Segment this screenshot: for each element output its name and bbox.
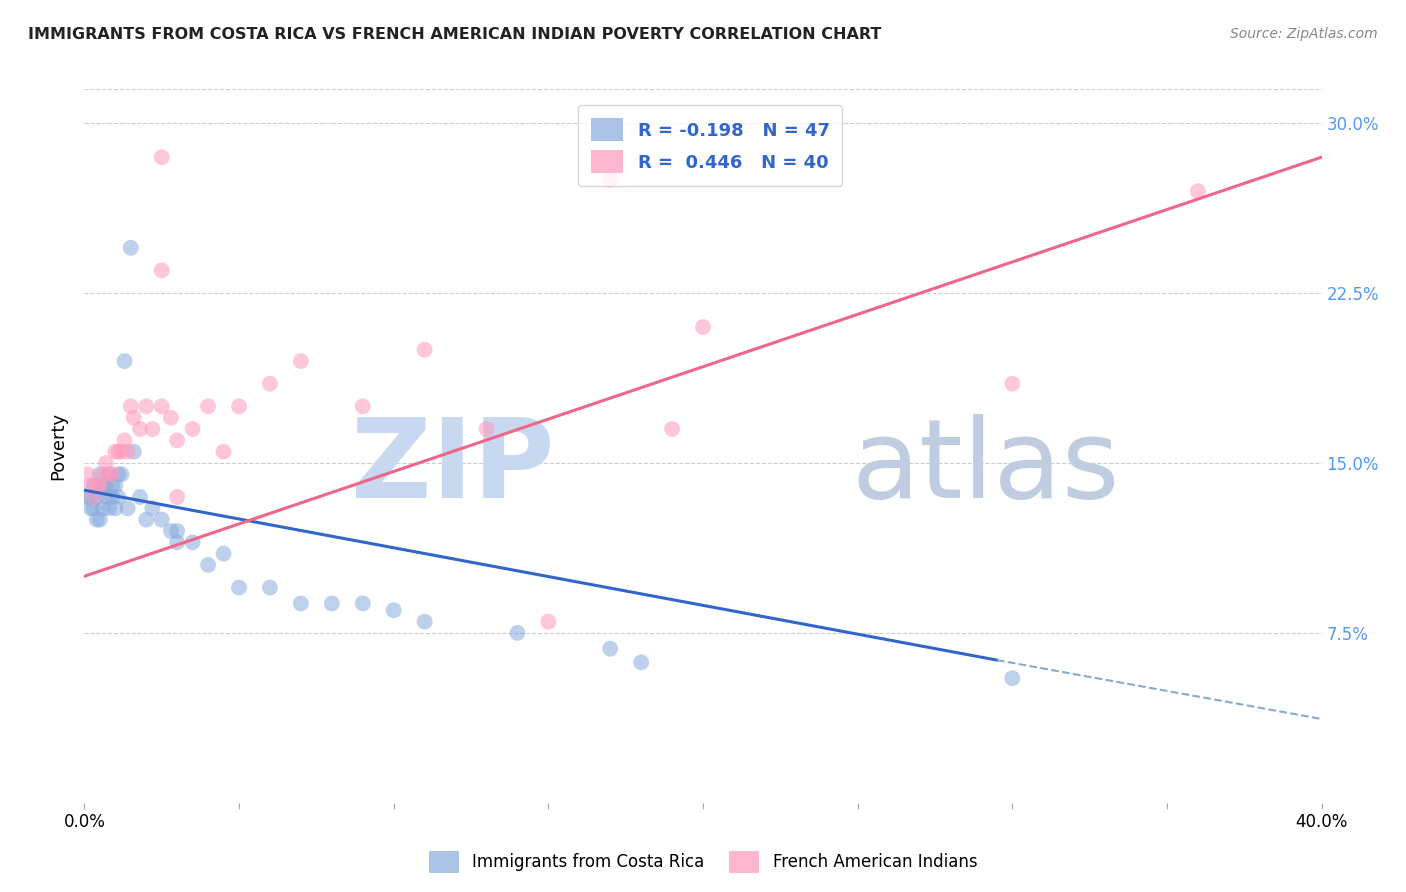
Point: [1001, 671, 1024, 685]
Point: [79, 501, 101, 516]
Point: [89, 478, 111, 492]
Text: Source: ZipAtlas.com: Source: ZipAtlas.com: [1230, 27, 1378, 41]
Point: [101, 467, 124, 482]
Point: [630, 656, 652, 670]
Point: [114, 434, 136, 448]
Point: [86, 513, 108, 527]
Point: [537, 615, 560, 629]
Point: [104, 444, 127, 458]
Text: ZIP: ZIP: [352, 414, 554, 521]
Point: [181, 422, 204, 436]
Point: [110, 444, 132, 458]
Point: [228, 581, 250, 595]
Point: [166, 524, 188, 538]
Point: [101, 478, 124, 492]
Point: [89, 467, 111, 482]
Point: [150, 150, 173, 164]
Point: [107, 467, 129, 482]
Point: [160, 524, 183, 538]
Point: [150, 263, 173, 277]
Point: [120, 400, 142, 414]
Point: [150, 400, 173, 414]
Point: [160, 410, 183, 425]
Point: [122, 444, 145, 458]
Point: [506, 626, 529, 640]
Point: [352, 597, 374, 611]
Point: [98, 467, 121, 482]
Point: [1001, 376, 1024, 391]
Point: [141, 422, 163, 436]
Point: [104, 478, 127, 492]
Point: [599, 173, 621, 187]
Point: [91, 478, 114, 492]
Point: [79, 490, 101, 504]
Point: [94, 456, 117, 470]
Point: [91, 501, 114, 516]
Point: [259, 581, 281, 595]
Point: [321, 597, 343, 611]
Point: [101, 490, 124, 504]
Point: [290, 354, 312, 368]
Point: [110, 467, 132, 482]
Point: [259, 376, 281, 391]
Point: [290, 597, 312, 611]
Point: [94, 478, 117, 492]
Point: [181, 535, 204, 549]
Point: [135, 400, 157, 414]
Y-axis label: Poverty: Poverty: [49, 412, 67, 480]
Point: [599, 641, 621, 656]
Point: [141, 501, 163, 516]
Point: [413, 343, 436, 357]
Point: [120, 241, 142, 255]
Point: [98, 467, 121, 482]
Point: [166, 434, 188, 448]
Point: [107, 444, 129, 458]
Point: [107, 490, 129, 504]
Point: [117, 444, 139, 458]
Text: atlas: atlas: [852, 414, 1121, 521]
Point: [122, 410, 145, 425]
Legend: R = -0.198   N = 47, R =  0.446   N = 40: R = -0.198 N = 47, R = 0.446 N = 40: [578, 105, 842, 186]
Point: [129, 422, 152, 436]
Point: [114, 354, 136, 368]
Point: [661, 422, 683, 436]
Point: [475, 422, 498, 436]
Point: [135, 513, 157, 527]
Point: [197, 400, 219, 414]
Point: [76, 467, 98, 482]
Point: [212, 547, 235, 561]
Point: [98, 501, 121, 516]
Point: [197, 558, 219, 572]
Point: [94, 490, 117, 504]
Text: IMMIGRANTS FROM COSTA RICA VS FRENCH AMERICAN INDIAN POVERTY CORRELATION CHART: IMMIGRANTS FROM COSTA RICA VS FRENCH AME…: [28, 27, 882, 42]
Point: [166, 490, 188, 504]
Point: [1187, 184, 1209, 198]
Point: [83, 478, 105, 492]
Point: [104, 501, 127, 516]
Point: [166, 535, 188, 549]
Point: [83, 490, 105, 504]
Point: [83, 501, 105, 516]
Point: [76, 490, 98, 504]
Point: [79, 478, 101, 492]
Point: [86, 478, 108, 492]
Legend: Immigrants from Costa Rica, French American Indians: Immigrants from Costa Rica, French Ameri…: [422, 845, 984, 880]
Point: [212, 444, 235, 458]
Point: [150, 513, 173, 527]
Point: [228, 400, 250, 414]
Point: [382, 603, 405, 617]
Point: [413, 615, 436, 629]
Point: [692, 320, 714, 334]
Point: [129, 490, 152, 504]
Point: [91, 467, 114, 482]
Point: [117, 501, 139, 516]
Point: [86, 490, 108, 504]
Point: [352, 400, 374, 414]
Point: [89, 513, 111, 527]
